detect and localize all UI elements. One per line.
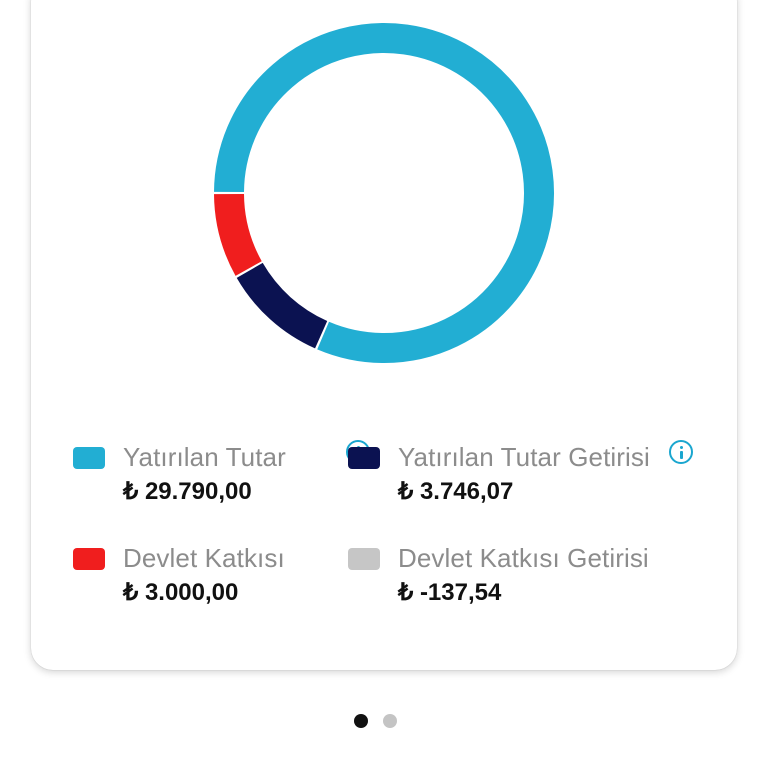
legend-item-yatirilan-tutar: Yatırılan Tutar ₺ 29.790,00	[73, 440, 403, 537]
legend-swatch	[73, 447, 105, 469]
legend-value: ₺ -137,54	[398, 579, 502, 606]
legend-label: Yatırılan Tutar Getirisi	[398, 442, 650, 472]
page-dot[interactable]	[383, 714, 397, 728]
legend-item-devlet-katkisi: Devlet Katkısı ₺ 3.000,00	[73, 543, 403, 638]
legend-label: Devlet Katkısı Getirisi	[398, 543, 649, 573]
portfolio-card: Yatırılan Tutar ₺ 29.790,00 Yatırılan Tu…	[31, 0, 737, 670]
donut-slice-1	[236, 262, 328, 349]
legend-swatch	[348, 548, 380, 570]
legend-value: ₺ 3.746,07	[398, 478, 514, 505]
donut-chart	[214, 23, 554, 363]
legend-value: ₺ 29.790,00	[123, 478, 252, 505]
legend-item-devlet-katkisi-getirisi: Devlet Katkısı Getirisi ₺ -137,54	[348, 543, 718, 638]
legend-item-yatirilan-tutar-getirisi: Yatırılan Tutar Getirisi ₺ 3.746,07	[348, 440, 718, 537]
donut-slice-0	[214, 23, 554, 363]
donut-slice-2	[214, 193, 262, 276]
page-dot-active[interactable]	[354, 714, 368, 728]
legend-swatch	[73, 548, 105, 570]
legend-value: ₺ 3.000,00	[123, 579, 239, 606]
legend-label: Yatırılan Tutar	[123, 442, 286, 472]
legend-label: Devlet Katkısı	[123, 543, 285, 573]
info-icon[interactable]	[669, 440, 693, 464]
legend-swatch	[348, 447, 380, 469]
